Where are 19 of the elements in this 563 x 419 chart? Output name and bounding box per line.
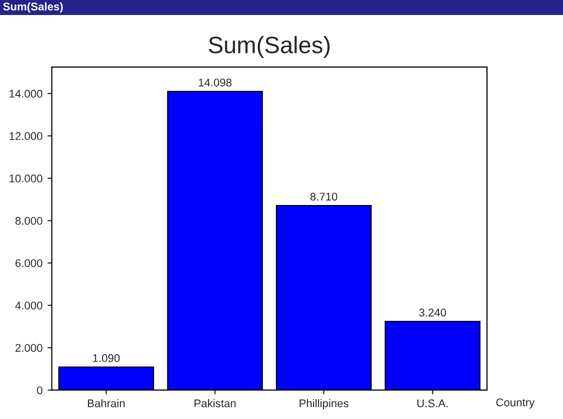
x-tick-label: Phillipines <box>300 399 348 410</box>
data-label: 1.090 <box>93 354 120 362</box>
data-label: 3.240 <box>419 308 446 316</box>
y-tick-label: 6.000 <box>16 259 42 268</box>
y-tick-label: 12.000 <box>10 132 42 140</box>
y-tick-label: 10.000 <box>10 174 42 182</box>
y-tick-label: 4.000 <box>15 302 42 310</box>
y-tick-label: 2.000 <box>16 344 42 352</box>
text: Sum(Sales) <box>3 2 63 13</box>
x-tick-label: U.S.A. <box>417 399 448 408</box>
x-tick-label: Bahrain <box>88 399 125 408</box>
data-label: 8.710 <box>310 192 338 201</box>
data-label: 14.098 <box>198 78 232 86</box>
x-tick-label: Pakistan <box>194 399 236 408</box>
chart-title: Sum(Sales) <box>208 36 330 58</box>
x-axis-title: Country <box>496 398 535 409</box>
y-tick-label: 14.000 <box>10 90 42 98</box>
y-tick-label: 8.000 <box>15 216 42 225</box>
y-tick-label: 0 <box>37 386 42 394</box>
